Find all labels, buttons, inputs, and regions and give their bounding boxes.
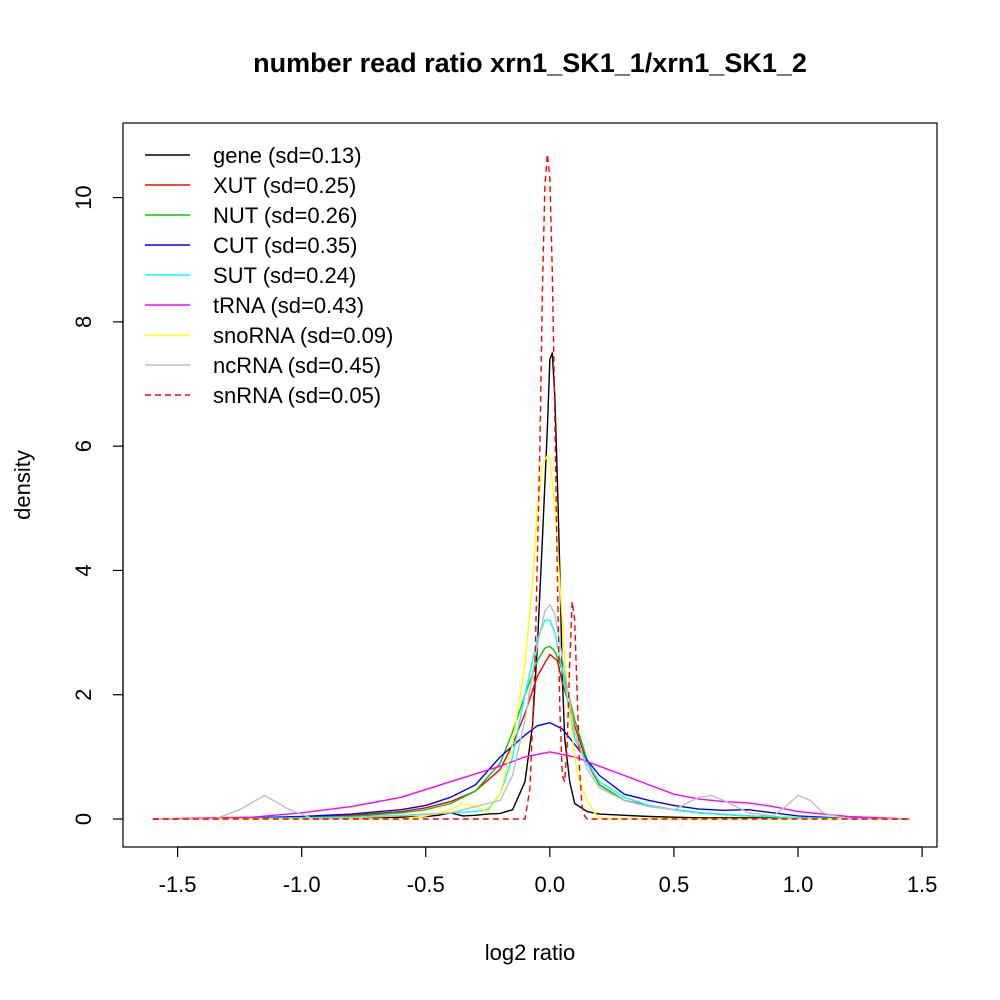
y-tick-label: 10	[71, 185, 96, 209]
series-line-5	[152, 751, 910, 820]
y-tick-label: 2	[71, 689, 96, 701]
x-tick-label: 0.5	[659, 872, 690, 897]
x-axis: -1.5 -1.0 -0.5 0.0 0.5 1.0 1.5	[159, 846, 938, 897]
x-tick-label: -0.5	[407, 872, 445, 897]
series-line-4	[152, 619, 910, 820]
legend-label: XUT (sd=0.25)	[213, 173, 356, 198]
y-axis-label: density	[10, 450, 35, 520]
x-tick-label: 1.0	[783, 872, 814, 897]
chart-title: number read ratio xrn1_SK1_1/xrn1_SK1_2	[253, 48, 807, 78]
legend: gene (sd=0.13) XUT (sd=0.25) NUT (sd=0.26)…	[145, 143, 393, 408]
y-tick-label: 4	[71, 564, 96, 576]
x-tick-label: -1.0	[283, 872, 321, 897]
legend-label: snRNA (sd=0.05)	[213, 383, 381, 408]
series-line-3	[152, 722, 910, 820]
legend-label: CUT (sd=0.35)	[213, 233, 357, 258]
series-line-7	[152, 603, 910, 820]
y-tick-label: 8	[71, 316, 96, 328]
series-line-8	[152, 153, 910, 820]
plot-area-frame	[122, 122, 938, 848]
series-line-6	[152, 454, 910, 820]
y-axis: 0 2 4 6 8 10	[71, 185, 124, 825]
series-layer	[152, 153, 910, 820]
x-tick-label: 0.0	[535, 872, 566, 897]
legend-label: NUT (sd=0.26)	[213, 203, 357, 228]
x-axis-label: log2 ratio	[485, 940, 576, 965]
legend-label: SUT (sd=0.24)	[213, 263, 356, 288]
legend-label: ncRNA (sd=0.45)	[213, 353, 381, 378]
y-tick-label: 0	[71, 813, 96, 825]
legend-label: snoRNA (sd=0.09)	[213, 323, 393, 348]
legend-label: tRNA (sd=0.43)	[213, 293, 364, 318]
y-tick-label: 6	[71, 440, 96, 452]
x-tick-label: -1.5	[159, 872, 197, 897]
legend-label: gene (sd=0.13)	[213, 143, 362, 168]
x-tick-label: 1.5	[907, 872, 938, 897]
